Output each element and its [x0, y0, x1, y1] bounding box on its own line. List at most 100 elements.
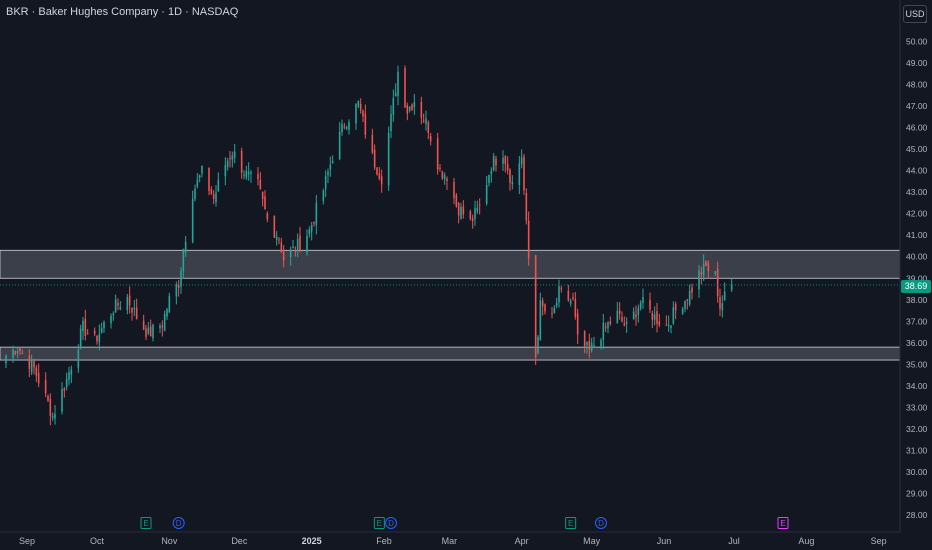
price-zone-2 [0, 346, 901, 361]
candle [621, 311, 623, 323]
candle-body [404, 68, 406, 108]
candle-body [229, 157, 231, 160]
candle [411, 103, 413, 111]
candle-body [593, 345, 595, 347]
candle [131, 307, 133, 321]
candle [376, 167, 378, 176]
candle-body [730, 284, 733, 290]
candle [691, 283, 693, 300]
candle [16, 346, 19, 359]
candle [560, 285, 563, 293]
candles [5, 65, 733, 426]
candle-body [54, 413, 56, 419]
candle-body [119, 307, 122, 310]
candle [245, 165, 248, 180]
dividend-marker[interactable]: D [595, 517, 607, 529]
candle [618, 302, 621, 320]
candle [702, 254, 705, 281]
candle-body [292, 246, 294, 249]
candle-body [721, 303, 724, 311]
candle-body [322, 190, 325, 202]
candle-body [534, 255, 537, 357]
candle [404, 65, 406, 109]
candle-body [723, 291, 726, 301]
candle [705, 260, 707, 267]
candle [523, 154, 525, 195]
support-resistance-zones [0, 249, 901, 361]
candle [387, 126, 390, 191]
time-axis[interactable]: Sep Oct Nov Dec 2025 Feb Mar Apr May Jun Jul Aug Sep [0, 531, 900, 546]
candle [54, 404, 56, 425]
candle [495, 155, 497, 172]
earnings-marker[interactable]: E [140, 517, 152, 529]
candle [175, 281, 178, 305]
candle-body [338, 131, 341, 160]
dividend-marker[interactable]: D [385, 517, 397, 529]
candle-body [457, 202, 460, 216]
candle [329, 156, 332, 177]
candle [37, 363, 40, 388]
candle [553, 305, 556, 314]
candle-body [553, 307, 556, 314]
candle [511, 175, 514, 190]
price-tick-label: 32.00 [906, 424, 928, 434]
candle [420, 96, 423, 125]
candle [642, 288, 644, 309]
currency-button[interactable]: USD [903, 5, 927, 23]
candle-body [518, 163, 521, 186]
candle [163, 310, 166, 332]
candle [359, 98, 362, 114]
candle [364, 104, 367, 139]
price-tick-label: 40.00 [906, 252, 928, 262]
price-tick-label: 43.00 [906, 187, 928, 197]
candle-body [502, 157, 504, 164]
candle-body [586, 341, 588, 346]
candle [686, 299, 689, 310]
candle-body [476, 207, 479, 212]
candle [656, 302, 658, 333]
candle-body [240, 150, 243, 173]
candle-body [560, 288, 563, 290]
candle-body [572, 297, 574, 299]
earnings-icon [373, 517, 385, 529]
candle-body [478, 204, 481, 206]
candle [14, 350, 17, 356]
price-tick-label: 38.00 [906, 295, 928, 305]
candle-body [511, 182, 514, 185]
candle-body [215, 192, 217, 203]
candle-body [163, 314, 166, 331]
earnings-marker[interactable]: E [373, 517, 385, 529]
candle-body [602, 322, 605, 340]
candle-body [625, 321, 628, 324]
candle [338, 122, 341, 161]
candle [723, 282, 726, 301]
candle [707, 260, 710, 279]
candle [355, 103, 357, 130]
candle [485, 175, 488, 206]
candle [637, 304, 640, 323]
dividend-marker[interactable]: D [172, 517, 185, 529]
candle-body [37, 372, 40, 384]
candle [292, 239, 294, 249]
earnings-marker[interactable]: E [565, 517, 577, 529]
earnings-marker[interactable]: E [777, 517, 789, 529]
candle [649, 292, 651, 313]
candle [539, 292, 542, 341]
candle [233, 143, 236, 164]
candle-body [674, 303, 677, 311]
candle-body [65, 378, 68, 388]
candle-body [558, 286, 560, 303]
candle [569, 298, 572, 307]
price-tick-label: 50.00 [906, 37, 928, 47]
candle [537, 334, 539, 355]
candle-body [618, 310, 621, 314]
candle-body [436, 138, 439, 170]
candle [551, 307, 553, 319]
candle-body [607, 322, 609, 329]
price-tick-label: 29.00 [906, 488, 928, 498]
candle [184, 235, 187, 258]
candle-body [84, 318, 87, 337]
candle [159, 323, 161, 333]
price-axis[interactable]: 28.00 29.00 30.00 31.00 32.00 33.00 34.00 35.00… [899, 0, 928, 532]
